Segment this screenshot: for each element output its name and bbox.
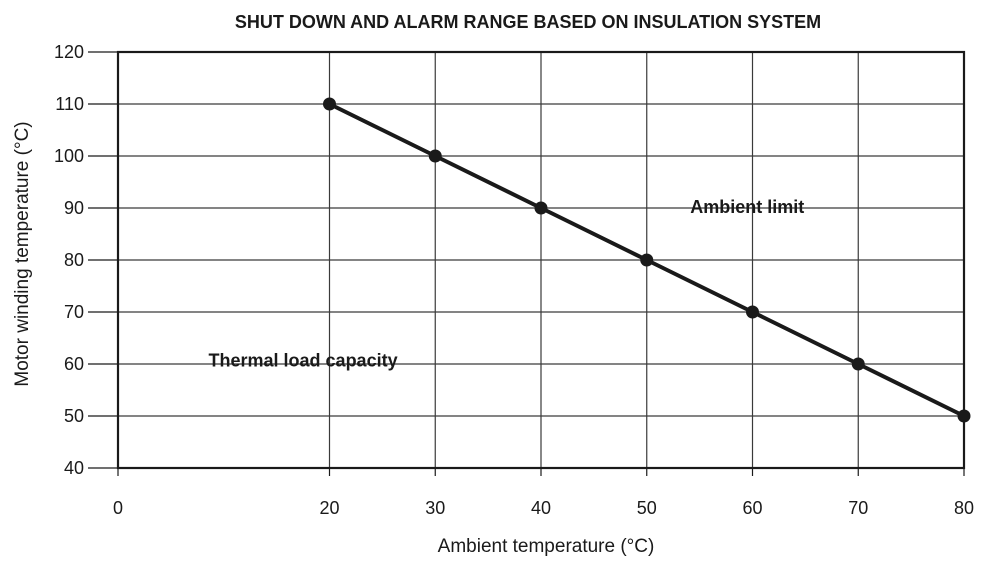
y-tick-label: 40 — [64, 458, 84, 478]
data-point — [428, 149, 442, 163]
y-tick-label: 100 — [54, 146, 84, 166]
x-tick-label: 0 — [113, 498, 123, 518]
x-tick-label: 80 — [954, 498, 974, 518]
x-tick-label: 40 — [531, 498, 551, 518]
annotations: Ambient limit Thermal load capacity — [209, 197, 805, 370]
x-axis-label: Ambient temperature (°C) — [438, 536, 655, 557]
y-tick-label: 120 — [54, 42, 84, 62]
x-tick-label: 30 — [425, 498, 445, 518]
annotation-label: Thermal load capacity — [209, 351, 398, 371]
grid — [118, 52, 964, 468]
y-tick-label: 90 — [64, 198, 84, 218]
data-point — [957, 409, 971, 423]
y-tick-label: 70 — [64, 302, 84, 322]
y-axis-label: Motor winding temperature (°C) — [12, 121, 33, 386]
data-point — [746, 305, 759, 319]
data-point — [323, 97, 336, 111]
x-tick-label: 50 — [637, 498, 657, 518]
series — [323, 97, 971, 423]
annotation-label: Ambient limit — [690, 197, 804, 217]
data-point — [534, 201, 548, 215]
y-tick-label: 110 — [55, 94, 84, 114]
y-tick-label: 80 — [64, 250, 84, 270]
chart-title: SHUT DOWN AND ALARM RANGE BASED ON INSUL… — [235, 12, 821, 32]
x-tick-label: 20 — [319, 498, 339, 518]
x-tick-label: 70 — [848, 498, 868, 518]
axis-ticks: 40 50 60 70 80 90 100 110 120 0 20 30 40 50 60 70 80 — [54, 42, 974, 518]
data-point — [640, 253, 654, 267]
x-tick-label: 60 — [742, 498, 762, 518]
y-tick-label: 60 — [64, 354, 84, 374]
y-tick-label: 50 — [64, 406, 84, 426]
data-point — [851, 357, 865, 371]
